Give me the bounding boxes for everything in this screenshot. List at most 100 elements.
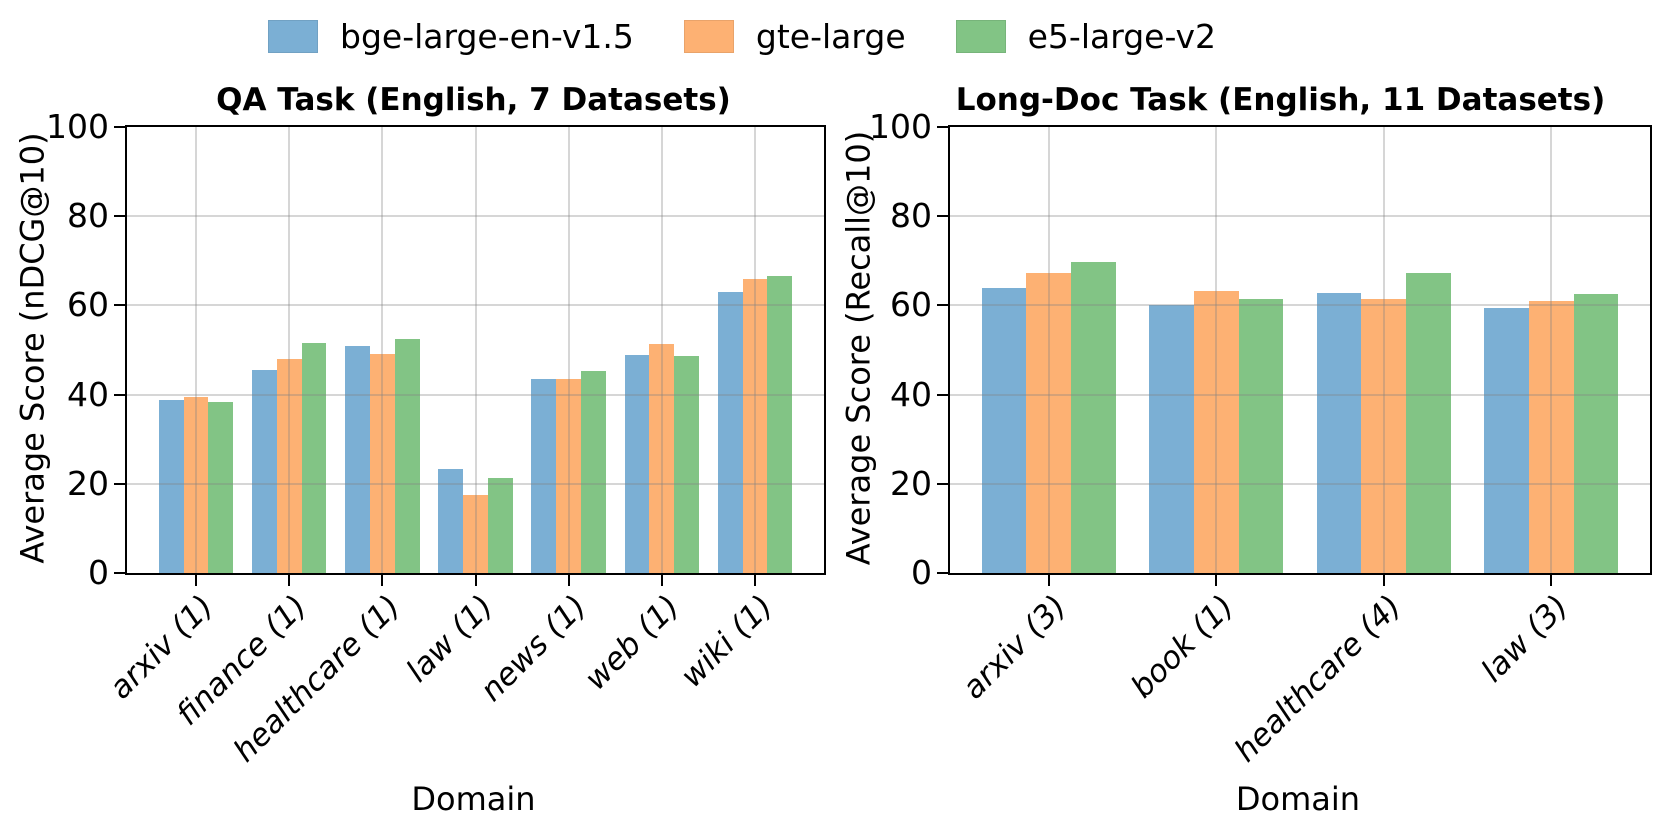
bar bbox=[1406, 273, 1451, 573]
qa-task-chart: QA Task (English, 7 Datasets) Average Sc… bbox=[0, 80, 830, 830]
bar bbox=[581, 371, 606, 573]
gridline bbox=[754, 127, 757, 573]
bar bbox=[394, 338, 420, 573]
bar bbox=[674, 356, 700, 573]
bar bbox=[1484, 308, 1529, 573]
long-doc-task-chart: Long-Doc Task (English, 11 Datasets) Ave… bbox=[825, 80, 1661, 830]
chart-title: Long-Doc Task (English, 11 Datasets) bbox=[955, 82, 1606, 118]
legend-label: bge-large-en-v1.5 bbox=[340, 17, 634, 56]
gridline bbox=[474, 127, 477, 573]
chart-title: QA Task (English, 7 Datasets) bbox=[216, 82, 731, 118]
axis-tick bbox=[754, 575, 757, 586]
bar bbox=[624, 354, 650, 573]
axis-tick bbox=[937, 304, 948, 307]
gridline bbox=[660, 127, 663, 573]
y-axis-label-box: Average Score (Recall@10) bbox=[835, 125, 881, 571]
bar bbox=[649, 343, 675, 573]
bar bbox=[981, 288, 1027, 573]
x-tick-label: law (3) bbox=[1475, 588, 1576, 690]
bar bbox=[1149, 304, 1194, 573]
y-tick-label: 80 bbox=[890, 196, 932, 236]
bar bbox=[717, 292, 743, 573]
bar bbox=[301, 343, 327, 573]
bar bbox=[1316, 292, 1362, 573]
axis-tick bbox=[660, 575, 663, 586]
bar bbox=[183, 397, 209, 573]
gridline bbox=[950, 215, 1650, 218]
y-tick-label: 20 bbox=[67, 463, 109, 503]
y-tick-label: 40 bbox=[67, 374, 109, 414]
bar bbox=[1026, 273, 1072, 573]
y-tick-label: 20 bbox=[890, 463, 932, 503]
bar bbox=[1193, 290, 1239, 573]
bar bbox=[463, 494, 488, 573]
axis-tick bbox=[937, 482, 948, 485]
axis-tick bbox=[114, 126, 125, 128]
axis-tick bbox=[1215, 575, 1218, 586]
legend-swatch-icon bbox=[268, 20, 318, 53]
gridline bbox=[1215, 127, 1218, 573]
gridline bbox=[127, 215, 824, 218]
axis-tick bbox=[1382, 575, 1385, 586]
x-tick-label: wiki (1) bbox=[673, 588, 780, 695]
legend-label: e5-large-v2 bbox=[1027, 17, 1217, 56]
axis-tick bbox=[194, 575, 197, 586]
gridline bbox=[127, 393, 824, 396]
gridline bbox=[950, 482, 1650, 485]
gridline bbox=[194, 127, 197, 573]
x-tick-label: book (1) bbox=[1124, 588, 1242, 706]
x-axis-label: Domain bbox=[1235, 780, 1361, 818]
x-tick-label: healthcare (1) bbox=[226, 588, 408, 770]
legend-label: gte-large bbox=[755, 17, 906, 56]
bar bbox=[556, 378, 582, 573]
bar bbox=[1528, 300, 1574, 573]
bar bbox=[208, 401, 234, 573]
gridline bbox=[1382, 127, 1385, 573]
axis-tick bbox=[288, 575, 291, 586]
y-tick-label: 40 bbox=[890, 374, 932, 414]
y-tick-label: 0 bbox=[911, 553, 932, 592]
axis-tick bbox=[474, 575, 477, 586]
bar bbox=[767, 275, 793, 573]
y-tick-label: 100 bbox=[869, 107, 932, 146]
bar bbox=[742, 279, 768, 573]
gridline bbox=[1047, 127, 1050, 573]
bar bbox=[276, 358, 302, 573]
y-tick-label: 0 bbox=[88, 553, 109, 592]
bar bbox=[1573, 293, 1619, 573]
gridline bbox=[950, 393, 1650, 396]
bar bbox=[438, 468, 464, 573]
bar bbox=[487, 478, 513, 573]
gridline bbox=[1550, 127, 1553, 573]
bar bbox=[158, 399, 184, 573]
bar bbox=[531, 378, 557, 573]
gridline bbox=[950, 304, 1650, 307]
y-axis-label-box: Average Score (nDCG@10) bbox=[10, 125, 56, 571]
axis-tick bbox=[114, 482, 125, 485]
legend-swatch-icon bbox=[683, 20, 734, 53]
plot-area: 0 20 40 60 80 100 arxiv (3) book (1) healthcare … bbox=[869, 107, 1652, 769]
bar bbox=[345, 345, 370, 573]
axis-tick bbox=[381, 575, 384, 586]
axis-tick bbox=[1550, 575, 1553, 586]
bar bbox=[1361, 299, 1407, 573]
axis-tick bbox=[937, 393, 948, 396]
legend-swatch-icon bbox=[955, 20, 1006, 53]
y-tick-label: 80 bbox=[67, 196, 109, 236]
gridline bbox=[127, 304, 824, 307]
y-tick-label: 60 bbox=[890, 285, 932, 325]
bar bbox=[1071, 261, 1116, 573]
axis-tick bbox=[937, 215, 948, 218]
axis-tick bbox=[937, 572, 948, 574]
axis-tick bbox=[937, 126, 948, 128]
legend-item: bge-large-en-v1.5 bbox=[268, 20, 634, 53]
legend: bge-large-en-v1.5 gte-large e5-large-v2 bbox=[268, 20, 1216, 53]
y-tick-label: 60 bbox=[67, 285, 109, 325]
axis-tick bbox=[567, 575, 570, 586]
legend-item: gte-large bbox=[683, 17, 906, 56]
x-tick-label: web (1) bbox=[577, 588, 687, 698]
axis-tick bbox=[114, 393, 125, 396]
axis-tick bbox=[114, 572, 125, 574]
axis-tick bbox=[114, 215, 125, 218]
